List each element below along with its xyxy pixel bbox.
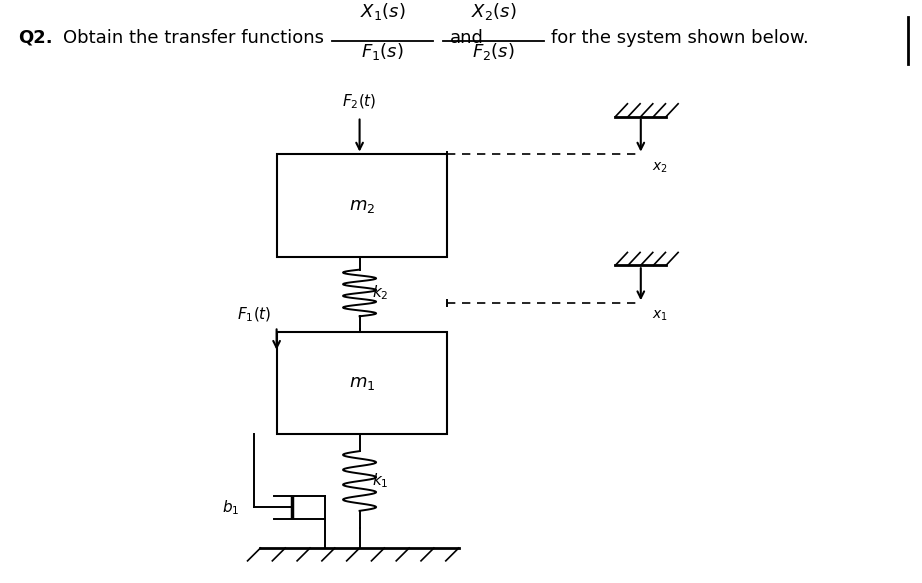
Text: $x_2$: $x_2$ — [652, 160, 668, 175]
Text: $F_1(t)$: $F_1(t)$ — [238, 305, 272, 324]
Text: $F_1(s)$: $F_1(s)$ — [361, 41, 404, 62]
Text: $m_1$: $m_1$ — [349, 374, 375, 392]
Text: $k_2$: $k_2$ — [372, 283, 389, 303]
Text: for the system shown below.: for the system shown below. — [551, 29, 810, 47]
Text: and: and — [450, 29, 484, 47]
Text: $F_2(s)$: $F_2(s)$ — [472, 41, 514, 62]
Text: $x_1$: $x_1$ — [652, 309, 668, 324]
Text: Obtain the transfer functions: Obtain the transfer functions — [63, 29, 324, 47]
Text: $m_2$: $m_2$ — [349, 196, 375, 215]
Text: $b_1$: $b_1$ — [222, 498, 240, 517]
Text: $X_1(s)$: $X_1(s)$ — [360, 1, 406, 22]
Text: $X_2(s)$: $X_2(s)$ — [470, 1, 516, 22]
Bar — [277, 154, 447, 257]
Text: $F_2(t)$: $F_2(t)$ — [342, 92, 377, 111]
Text: Q2.: Q2. — [18, 29, 53, 47]
Text: $k_1$: $k_1$ — [372, 472, 389, 490]
Bar — [277, 332, 447, 434]
